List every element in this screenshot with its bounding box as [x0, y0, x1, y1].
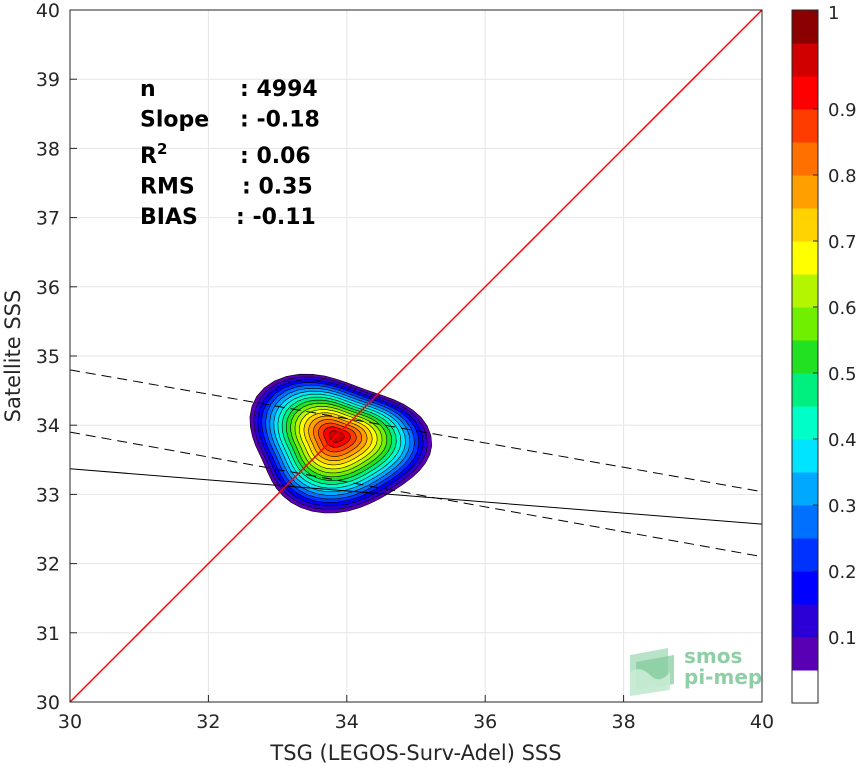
y-axis-ticks: 30 31 32 33 34 35 36 37 38 39 40 [36, 0, 77, 714]
y-axis-label: Satellite SSS [1, 290, 25, 423]
stat-label: R2 [140, 140, 167, 169]
colorbar-tick-label: 0.3 [828, 496, 857, 517]
colorbar-segment [792, 76, 818, 110]
x-tick-label: 38 [612, 711, 636, 733]
fit-lower-dashed-line [69, 431, 763, 558]
y-tick-label: 31 [36, 623, 60, 645]
logo-waves-icon [630, 648, 674, 696]
y-tick-label: 40 [36, 0, 60, 22]
statistics-annotation: n : 4994 Slope : -0.18 R2 : 0.06 RMS : 0.35 BIAS… [140, 77, 320, 230]
x-tick-label: 32 [196, 711, 220, 733]
colorbar-segment [792, 142, 818, 176]
x-axis-ticks: 30 32 34 36 38 40 [58, 695, 774, 733]
stat-value: : -0.11 [236, 205, 316, 230]
colorbar-segment [792, 43, 818, 77]
logo-text-pimep: pi-mep [684, 665, 762, 689]
y-tick-label: 33 [36, 484, 60, 506]
y-tick-label: 38 [36, 138, 60, 160]
y-tick-label: 36 [36, 277, 60, 299]
colorbar-segment [792, 373, 818, 407]
colorbar-segment [792, 406, 818, 440]
colorbar-segment [792, 307, 818, 341]
colorbar [791, 9, 819, 704]
stat-label: Slope [140, 108, 209, 133]
smos-pi-mep-logo: smos pi-mep [630, 644, 762, 696]
colorbar-tick-label: 0.1 [828, 628, 857, 649]
colorbar-segment [792, 571, 818, 605]
stat-value: : 4994 [240, 77, 318, 102]
colorbar-tick-label: 0.9 [828, 100, 857, 121]
colorbar-ticks: 0.1 0.2 0.3 0.4 0.5 0.6 0.7 0.8 0.9 1 [813, 3, 857, 649]
colorbar-tick-label: 0.6 [828, 298, 857, 319]
colorbar-frame [791, 9, 819, 704]
logo-text-smos: smos [684, 644, 742, 668]
colorbar-segment [792, 109, 818, 143]
stat-label: n [140, 77, 156, 102]
y-tick-label: 39 [36, 69, 60, 91]
colorbar-segment [792, 241, 818, 275]
density-contours [249, 373, 433, 514]
colorbar-segment [792, 175, 818, 209]
x-tick-label: 40 [750, 711, 774, 733]
colorbar-tick-label: 1 [828, 3, 839, 24]
colorbar-tick-label: 0.2 [828, 562, 857, 583]
x-tick-label: 36 [473, 711, 497, 733]
colorbar-segment [792, 670, 818, 704]
colorbar-segment [792, 538, 818, 572]
colorbar-segment [792, 637, 818, 671]
regression-lines [69, 9, 763, 703]
y-tick-label: 37 [36, 208, 60, 230]
x-tick-label: 30 [58, 711, 82, 733]
colorbar-segment [792, 208, 818, 242]
colorbar-segment [792, 340, 818, 374]
colorbar-tick-label: 0.8 [828, 166, 857, 187]
fit-line [69, 468, 763, 525]
colorbar-tick-label: 0.4 [828, 430, 857, 451]
colorbar-segment [792, 472, 818, 506]
stat-value: : 0.06 [240, 144, 311, 169]
stat-value: : -0.18 [240, 108, 320, 133]
y-tick-label: 32 [36, 554, 60, 576]
stat-value: : 0.35 [242, 175, 313, 200]
colorbar-segment [792, 10, 818, 44]
colorbar-tick-label: 0.5 [828, 364, 857, 385]
x-axis-label: TSG (LEGOS-Surv-Adel) SSS [269, 741, 561, 765]
stat-label: BIAS [140, 205, 198, 230]
fit-upper-dashed-line [69, 369, 763, 493]
colorbar-segment [792, 274, 818, 308]
colorbar-segment [792, 604, 818, 638]
y-tick-label: 34 [36, 415, 60, 437]
colorbar-tick-label: 0.7 [828, 232, 857, 253]
y-tick-label: 30 [36, 692, 60, 714]
colorbar-segment [792, 439, 818, 473]
stat-label: RMS [140, 175, 195, 200]
y-tick-label: 35 [36, 346, 60, 368]
x-tick-label: 34 [335, 711, 359, 733]
identity-line [69, 9, 763, 703]
colorbar-segment [792, 505, 818, 539]
